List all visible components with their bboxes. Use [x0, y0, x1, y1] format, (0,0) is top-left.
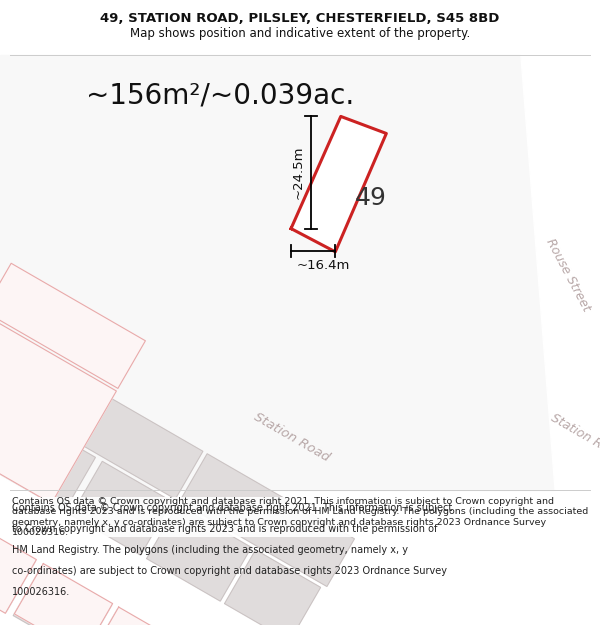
Text: 49, STATION ROAD, PILSLEY, CHESTERFIELD, S45 8BD: 49, STATION ROAD, PILSLEY, CHESTERFIELD,…	[100, 12, 500, 26]
Polygon shape	[0, 298, 228, 625]
Text: HM Land Registry. The polygons (including the associated geometry, namely x, y: HM Land Registry. The polygons (includin…	[12, 545, 408, 555]
Polygon shape	[0, 516, 35, 611]
Text: Station Road: Station Road	[252, 410, 332, 464]
Text: to Crown copyright and database rights 2023 and is reproduced with the permissio: to Crown copyright and database rights 2…	[12, 524, 437, 534]
Polygon shape	[146, 505, 251, 601]
Text: co-ordinates) are subject to Crown copyright and database rights 2023 Ordnance S: co-ordinates) are subject to Crown copyr…	[12, 566, 447, 576]
Polygon shape	[13, 566, 112, 625]
Polygon shape	[0, 372, 11, 462]
Polygon shape	[89, 607, 192, 625]
Polygon shape	[179, 454, 355, 586]
Polygon shape	[0, 263, 145, 388]
Polygon shape	[71, 461, 172, 555]
Polygon shape	[0, 278, 40, 405]
Polygon shape	[291, 116, 386, 252]
Text: Contains OS data © Crown copyright and database right 2021. This information is : Contains OS data © Crown copyright and d…	[12, 503, 452, 513]
Polygon shape	[19, 361, 203, 499]
Text: Map shows position and indicative extent of the property.: Map shows position and indicative extent…	[130, 28, 470, 41]
Polygon shape	[224, 550, 320, 625]
Polygon shape	[0, 314, 116, 504]
Polygon shape	[520, 50, 600, 495]
Polygon shape	[0, 514, 37, 613]
Polygon shape	[14, 564, 113, 625]
Polygon shape	[0, 412, 95, 511]
Text: ~156m²/~0.039ac.: ~156m²/~0.039ac.	[86, 81, 354, 109]
Polygon shape	[0, 55, 600, 490]
Text: 100026316.: 100026316.	[12, 587, 70, 597]
Text: 49: 49	[355, 186, 386, 209]
Polygon shape	[0, 156, 310, 625]
Text: Contains OS data © Crown copyright and database right 2021. This information is : Contains OS data © Crown copyright and d…	[12, 497, 588, 538]
Text: Rouse Street: Rouse Street	[544, 236, 593, 314]
Text: Station Road: Station Road	[548, 411, 600, 462]
Text: ~24.5m: ~24.5m	[291, 146, 304, 199]
Text: ~16.4m: ~16.4m	[296, 259, 350, 272]
Polygon shape	[89, 609, 191, 625]
